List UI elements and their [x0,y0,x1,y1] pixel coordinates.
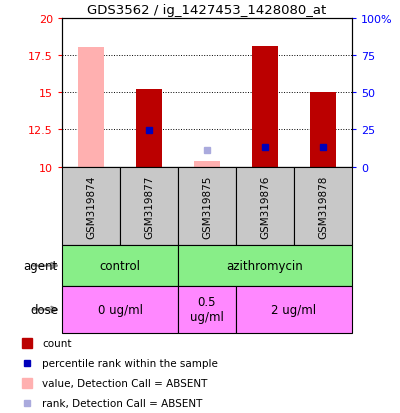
Bar [178,167,236,246]
Bar [310,93,336,167]
Text: 0.5
ug/ml: 0.5 ug/ml [190,296,224,324]
Bar [78,48,104,167]
Bar [236,286,352,333]
Text: GSM319877: GSM319877 [144,175,154,238]
Bar [136,90,162,167]
Text: 2 ug/ml: 2 ug/ml [272,303,316,316]
Text: 0 ug/ml: 0 ug/ml [98,303,142,316]
Text: GSM319875: GSM319875 [202,175,212,238]
Text: rank, Detection Call = ABSENT: rank, Detection Call = ABSENT [42,398,203,408]
Text: count: count [42,338,72,348]
Bar [294,167,352,246]
Text: control: control [100,259,140,273]
Bar [62,246,178,286]
Bar [62,167,120,246]
Bar [252,47,278,167]
Text: agent: agent [24,259,58,273]
Bar [62,286,178,333]
Text: dose: dose [30,303,58,316]
Text: percentile rank within the sample: percentile rank within the sample [42,358,218,368]
Text: GSM319874: GSM319874 [86,175,96,238]
Bar [178,286,236,333]
Bar [120,167,178,246]
Bar [178,246,352,286]
Text: azithromycin: azithromycin [227,259,303,273]
Text: value, Detection Call = ABSENT: value, Detection Call = ABSENT [42,378,208,388]
Title: GDS3562 / ig_1427453_1428080_at: GDS3562 / ig_1427453_1428080_at [87,5,327,17]
Bar [194,162,220,167]
Text: GSM319878: GSM319878 [318,175,328,238]
Bar [236,167,294,246]
Text: GSM319876: GSM319876 [260,175,270,238]
